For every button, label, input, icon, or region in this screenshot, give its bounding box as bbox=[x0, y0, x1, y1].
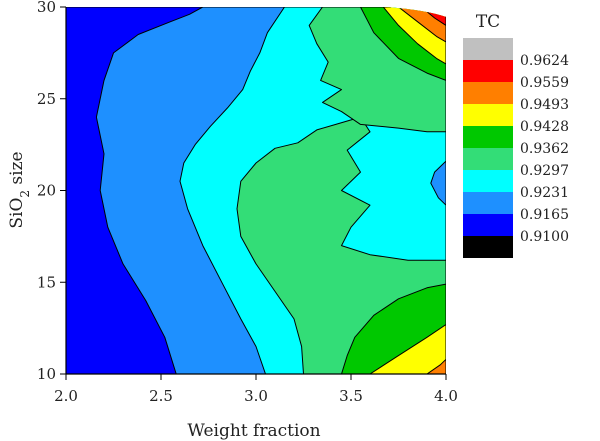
contour-band-0.9100-0.9165 bbox=[66, 7, 204, 374]
contour-regions bbox=[66, 7, 446, 374]
legend-swatch bbox=[463, 170, 513, 192]
x-axis-ticks: 2.0 2.5 3.0 3.5 4.0 bbox=[54, 374, 458, 405]
x-tick-label: 2.5 bbox=[149, 387, 173, 405]
y-tick-label: 30 bbox=[37, 0, 56, 16]
legend-swatch bbox=[463, 60, 513, 82]
legend-swatch bbox=[463, 236, 513, 258]
legend-swatch bbox=[463, 148, 513, 170]
legend-swatch bbox=[463, 82, 513, 104]
x-tick-label: 3.5 bbox=[339, 387, 363, 405]
legend-swatch bbox=[463, 126, 513, 148]
legend-swatch bbox=[463, 38, 513, 60]
y-axis-label: SiO2 size bbox=[7, 151, 32, 228]
y-tick-label: 10 bbox=[37, 365, 56, 383]
x-tick-label: 2.0 bbox=[54, 387, 78, 405]
y-axis-ticks: 10 15 20 25 30 bbox=[37, 0, 66, 383]
contour-band-0.9428-0.9493 bbox=[369, 324, 446, 374]
contour-band-0.9165-0.9231 bbox=[430, 160, 446, 206]
legend-swatch bbox=[463, 104, 513, 126]
legend-level-label: 0.9297 bbox=[520, 163, 569, 179]
x-axis-label: Weight fraction bbox=[187, 421, 320, 441]
legend-title: TC bbox=[476, 12, 500, 32]
y-tick-label: 20 bbox=[37, 182, 56, 200]
legend-level-label: 0.9362 bbox=[520, 141, 569, 157]
legend-level-label: 0.9231 bbox=[520, 185, 569, 201]
x-tick-label: 4.0 bbox=[434, 387, 458, 405]
legend-swatch bbox=[463, 214, 513, 236]
y-axis-label-tail: size bbox=[7, 151, 27, 190]
legend-level-label: 0.9428 bbox=[520, 119, 569, 135]
legend-swatch bbox=[463, 192, 513, 214]
legend-level-label: 0.9165 bbox=[520, 207, 569, 223]
x-tick-label: 3.0 bbox=[244, 387, 268, 405]
legend-level-label: 0.9559 bbox=[520, 75, 569, 91]
legend-level-label: 0.9493 bbox=[520, 97, 569, 113]
y-tick-label: 15 bbox=[37, 273, 56, 291]
y-tick-label: 25 bbox=[37, 90, 56, 108]
legend: TC 0.9624 0.9559 0.9493 0.9428 0.9362 0.9297 0… bbox=[463, 12, 569, 258]
y-axis-label-main: SiO bbox=[7, 198, 27, 229]
legend-level-label: 0.9624 bbox=[520, 53, 569, 69]
contour-band-0.9493-0.9559 bbox=[426, 358, 446, 374]
legend-level-label: 0.9100 bbox=[520, 229, 569, 245]
y-axis-label-sub: 2 bbox=[18, 190, 32, 198]
